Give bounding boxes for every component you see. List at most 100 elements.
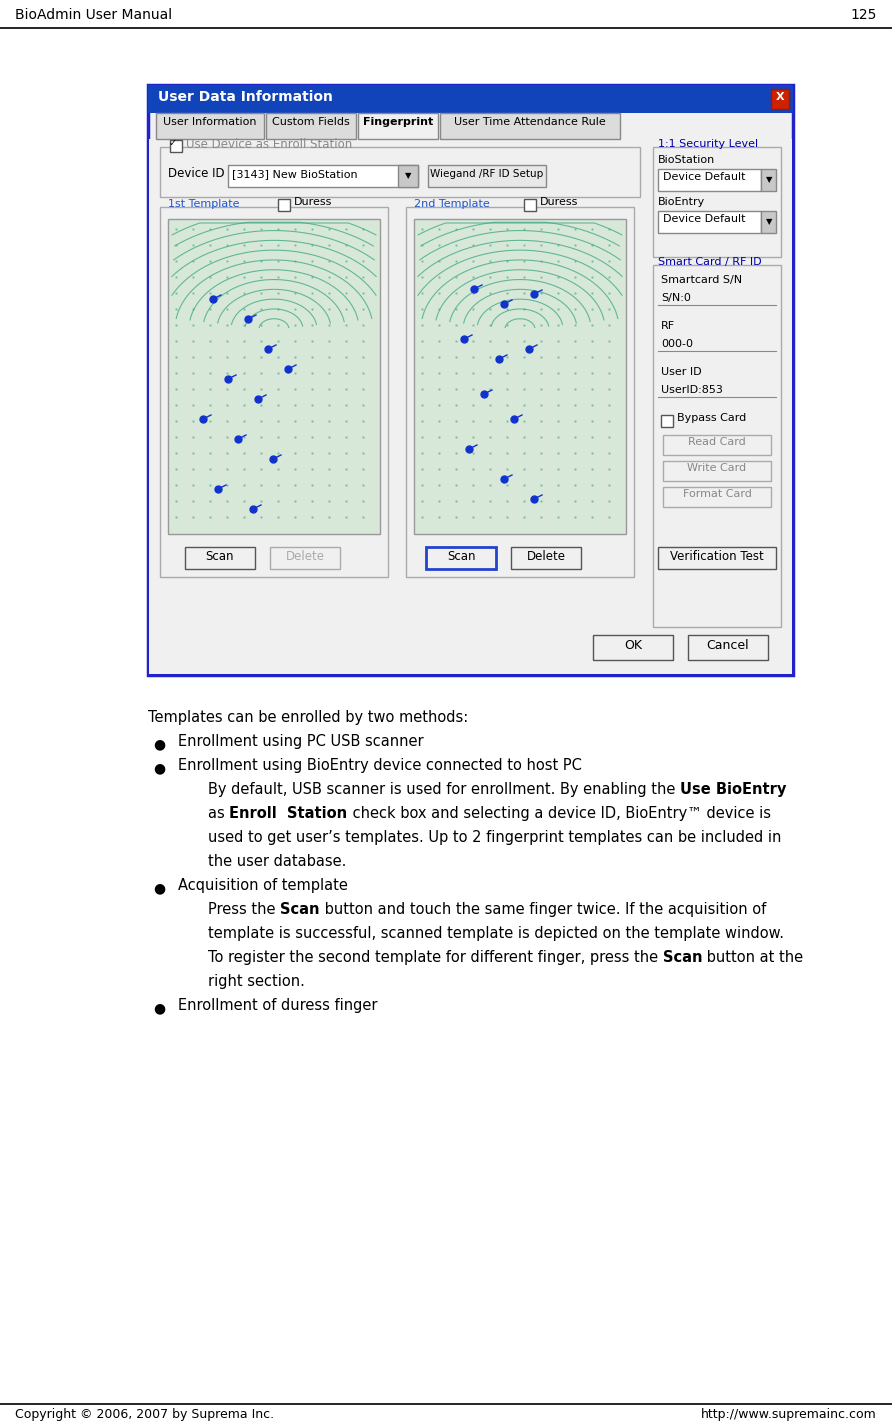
Text: X: X <box>776 93 784 103</box>
Bar <box>170 140 182 153</box>
Bar <box>658 211 761 232</box>
Text: Duress: Duress <box>540 197 578 207</box>
Bar <box>428 165 546 187</box>
Text: S/N:0: S/N:0 <box>661 292 691 302</box>
Text: Scan: Scan <box>206 550 235 563</box>
Text: ●: ● <box>153 881 165 896</box>
Bar <box>168 220 380 533</box>
Bar <box>185 548 255 569</box>
Text: Fingerprint: Fingerprint <box>363 117 434 127</box>
Bar <box>658 548 776 569</box>
Text: Enroll  Station: Enroll Station <box>229 806 348 821</box>
Text: OK: OK <box>624 639 642 652</box>
Text: Format Card: Format Card <box>682 489 751 499</box>
Text: Wiegand /RF ID Setup: Wiegand /RF ID Setup <box>430 170 543 180</box>
Bar <box>398 165 418 187</box>
Text: BioEntry: BioEntry <box>658 197 706 207</box>
Text: Press the: Press the <box>208 903 280 917</box>
Text: button and touch the same finger twice. If the acquisition of: button and touch the same finger twice. … <box>319 903 766 917</box>
Bar <box>148 86 793 674</box>
Text: Device ID: Device ID <box>168 167 225 180</box>
Text: Bypass Card: Bypass Card <box>677 414 747 424</box>
Text: Templates can be enrolled by two methods:: Templates can be enrolled by two methods… <box>148 710 468 724</box>
Text: User Information: User Information <box>163 117 257 127</box>
Bar <box>270 548 340 569</box>
Text: User Data Information: User Data Information <box>158 90 333 104</box>
Text: BioStation: BioStation <box>658 155 715 165</box>
Bar <box>524 200 536 211</box>
Bar <box>160 207 388 578</box>
Text: 1:1 Security Level: 1:1 Security Level <box>658 138 758 148</box>
Text: Enrollment using PC USB scanner: Enrollment using PC USB scanner <box>178 734 424 749</box>
Text: ✓: ✓ <box>169 138 178 148</box>
Text: the user database.: the user database. <box>208 854 346 868</box>
Bar <box>406 207 634 578</box>
Text: Custom Fields: Custom Fields <box>272 117 350 127</box>
Text: Write Card: Write Card <box>688 463 747 473</box>
Text: Enrollment of duress finger: Enrollment of duress finger <box>178 998 377 1012</box>
Text: Smart Card / RF ID: Smart Card / RF ID <box>658 257 762 267</box>
Text: Delete: Delete <box>285 550 325 563</box>
Bar <box>663 488 771 508</box>
Bar <box>658 170 761 191</box>
Text: ●: ● <box>153 761 165 774</box>
Bar <box>149 138 792 674</box>
Text: Cancel: Cancel <box>706 639 749 652</box>
Bar <box>663 435 771 455</box>
Bar <box>511 548 581 569</box>
Text: [3143] New BioStation: [3143] New BioStation <box>232 170 358 180</box>
Text: Use BioEntry: Use BioEntry <box>680 781 787 797</box>
Bar <box>414 220 626 533</box>
Bar <box>440 113 620 138</box>
Bar <box>160 147 640 197</box>
Bar <box>653 147 781 257</box>
Bar <box>266 113 356 138</box>
Text: button at the: button at the <box>702 950 804 965</box>
Bar <box>426 548 496 569</box>
Text: Enrollment using BioEntry device connected to host PC: Enrollment using BioEntry device connect… <box>178 759 582 773</box>
Bar <box>148 86 793 113</box>
Bar <box>761 170 776 191</box>
Text: ●: ● <box>153 737 165 752</box>
Text: Scan: Scan <box>663 950 702 965</box>
Bar <box>653 265 781 627</box>
Text: Duress: Duress <box>294 197 333 207</box>
Text: right section.: right section. <box>208 974 305 990</box>
Bar <box>358 113 438 138</box>
Text: Device Default: Device Default <box>663 214 746 224</box>
Text: used to get user’s templates. Up to 2 fingerprint templates can be included in: used to get user’s templates. Up to 2 fi… <box>208 830 781 846</box>
Text: Device Default: Device Default <box>663 173 746 183</box>
Text: User Time Attendance Rule: User Time Attendance Rule <box>454 117 606 127</box>
Text: ●: ● <box>153 1001 165 1015</box>
Text: Scan: Scan <box>280 903 319 917</box>
Text: http://www.supremainc.com: http://www.supremainc.com <box>701 1407 877 1420</box>
Text: Copyright © 2006, 2007 by Suprema Inc.: Copyright © 2006, 2007 by Suprema Inc. <box>15 1407 274 1420</box>
Text: as: as <box>208 806 229 821</box>
Text: ▼: ▼ <box>765 175 772 184</box>
Text: BioAdmin User Manual: BioAdmin User Manual <box>15 9 172 21</box>
Text: 125: 125 <box>851 9 877 21</box>
Text: ▼: ▼ <box>765 217 772 225</box>
Text: Acquisition of template: Acquisition of template <box>178 878 348 893</box>
Text: 000-0: 000-0 <box>661 339 693 349</box>
Text: 2nd Template: 2nd Template <box>414 200 490 210</box>
Bar <box>688 635 768 660</box>
Text: By default, USB scanner is used for enrollment. By enabling the: By default, USB scanner is used for enro… <box>208 781 680 797</box>
Bar <box>593 635 673 660</box>
Text: template is successful, scanned template is depicted on the template window.: template is successful, scanned template… <box>208 925 784 941</box>
Text: Use Device as Enroll Station: Use Device as Enroll Station <box>186 138 352 151</box>
Bar <box>761 211 776 232</box>
Bar <box>661 415 673 426</box>
Bar <box>156 113 264 138</box>
Text: 1st Template: 1st Template <box>168 200 239 210</box>
Text: RF: RF <box>661 321 675 331</box>
Text: Delete: Delete <box>526 550 566 563</box>
Text: Read Card: Read Card <box>688 436 746 446</box>
Text: check box and selecting a device ID, BioEntry™ device is: check box and selecting a device ID, Bio… <box>348 806 771 821</box>
Text: To register the second template for different finger, press the: To register the second template for diff… <box>208 950 663 965</box>
Text: ▼: ▼ <box>405 171 411 180</box>
Bar <box>663 461 771 481</box>
Text: Smartcard S/N: Smartcard S/N <box>661 275 742 285</box>
Text: Verification Test: Verification Test <box>670 550 764 563</box>
Text: UserID:853: UserID:853 <box>661 385 723 395</box>
